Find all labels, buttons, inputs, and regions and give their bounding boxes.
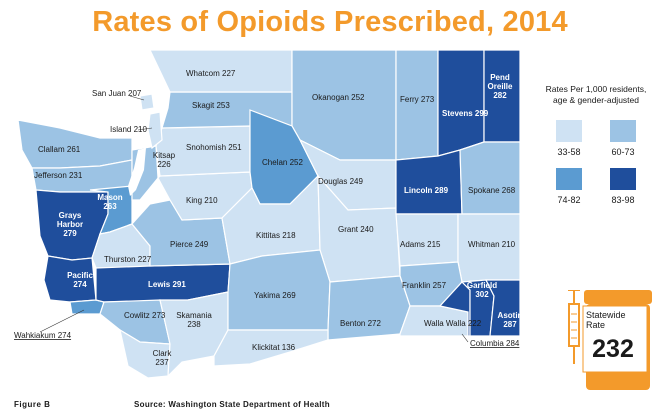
label-skamania: Skamania 238 <box>176 311 212 329</box>
county-cowlitz[interactable] <box>99 299 171 345</box>
county-island[interactable] <box>147 111 163 150</box>
label-yakima: Yakima 269 <box>254 291 296 300</box>
leader-wahkiakum <box>39 309 85 333</box>
label-columbia: Columbia 284 <box>470 339 520 348</box>
label-wahkiakum: Wahkiakum 274 <box>14 331 72 340</box>
county-spokane[interactable] <box>459 141 521 215</box>
label-skagit: Skagit 253 <box>192 101 230 110</box>
label-pend-oreille: Pend Oreille 282 <box>488 73 513 100</box>
county-san-juan[interactable] <box>139 93 155 111</box>
label-spokane: Spokane 268 <box>468 186 516 195</box>
county-lincoln[interactable] <box>395 149 463 215</box>
label-stevens: Stevens 299 <box>442 109 489 118</box>
label-king: King 210 <box>186 196 218 205</box>
label-snohomish: Snohomish 251 <box>186 143 242 152</box>
legend-swatch-4 <box>610 168 636 190</box>
label-asotin: Asotin 287 <box>498 311 523 329</box>
label-grays-harbor: Grays Harbor 279 <box>57 211 83 238</box>
label-douglas: Douglas 249 <box>318 177 363 186</box>
leader-san-juan <box>129 95 145 101</box>
leader-columbia <box>461 333 469 343</box>
bottle-label <box>582 305 648 373</box>
legend-swatch-2 <box>610 120 636 142</box>
label-whitman: Whitman 210 <box>468 240 516 249</box>
county-klickitat[interactable] <box>213 329 329 367</box>
label-franklin: Franklin 257 <box>402 281 447 290</box>
county-benton[interactable] <box>327 275 411 341</box>
syringe-icon <box>568 290 580 364</box>
label-walla-walla: Walla Walla 222 <box>424 319 482 328</box>
label-whatcom: Whatcom 227 <box>186 69 236 78</box>
label-chelan: Chelan 252 <box>262 158 303 167</box>
county-ferry[interactable] <box>395 49 439 161</box>
county-stevens[interactable] <box>437 49 485 157</box>
statewide-rate-label: Statewide Rate <box>586 310 626 330</box>
county-labels: Whatcom 227 San Juan 207 Skagit 253 Island … <box>14 69 523 367</box>
label-pacific: Pacific 274 <box>67 271 93 289</box>
label-clark: Clark 237 <box>153 349 173 367</box>
label-thurston: Thurston 227 <box>104 255 152 264</box>
label-ferry: Ferry 273 <box>400 95 435 104</box>
bottle-cap <box>584 290 652 304</box>
legend-label-3: 74-82 <box>557 195 581 205</box>
leader-island <box>137 127 153 131</box>
legend-swatch-3 <box>556 168 582 190</box>
label-cowlitz: Cowlitz 273 <box>124 311 166 320</box>
label-okanogan: Okanogan 252 <box>312 93 365 102</box>
label-clallam: Clallam 261 <box>38 145 81 154</box>
label-klickitat: Klickitat 136 <box>252 343 296 352</box>
legend-label-1: 33-58 <box>557 147 581 157</box>
label-jefferson: Jefferson 231 <box>34 171 83 180</box>
puget-sound-water <box>128 148 146 196</box>
label-lincoln: Lincoln 289 <box>404 186 449 195</box>
label-island: Island 210 <box>110 125 147 134</box>
label-san-juan: San Juan 207 <box>92 89 142 98</box>
county-yakima[interactable] <box>227 249 331 331</box>
label-mason: Mason 263 <box>97 193 122 211</box>
source-note: Source: Washington State Department of H… <box>134 400 330 409</box>
county-asotin[interactable] <box>485 279 521 337</box>
label-kittitas: Kittitas 218 <box>256 231 296 240</box>
label-kitsap: Kitsap 226 <box>153 151 176 169</box>
county-wahkiakum[interactable] <box>69 299 105 315</box>
label-garfield: Garfield 302 <box>467 281 497 299</box>
map-title: Rates of Opioids Prescribed, 2014 <box>92 6 568 38</box>
label-benton: Benton 272 <box>340 319 381 328</box>
legend-label-2: 60-73 <box>611 147 635 157</box>
legend-title: Rates Per 1,000 residents, age & gender-… <box>545 84 647 105</box>
label-adams: Adams 215 <box>400 240 441 249</box>
figure-label: Figure B <box>14 400 51 409</box>
pill-bottle-icon <box>568 290 652 390</box>
label-lewis: Lewis 291 <box>148 280 186 289</box>
legend-label-4: 83-98 <box>611 195 635 205</box>
statewide-rate-value: 232 <box>592 335 634 363</box>
legend-swatch-1 <box>556 120 582 142</box>
label-grant: Grant 240 <box>338 225 374 234</box>
label-pierce: Pierce 249 <box>170 240 209 249</box>
